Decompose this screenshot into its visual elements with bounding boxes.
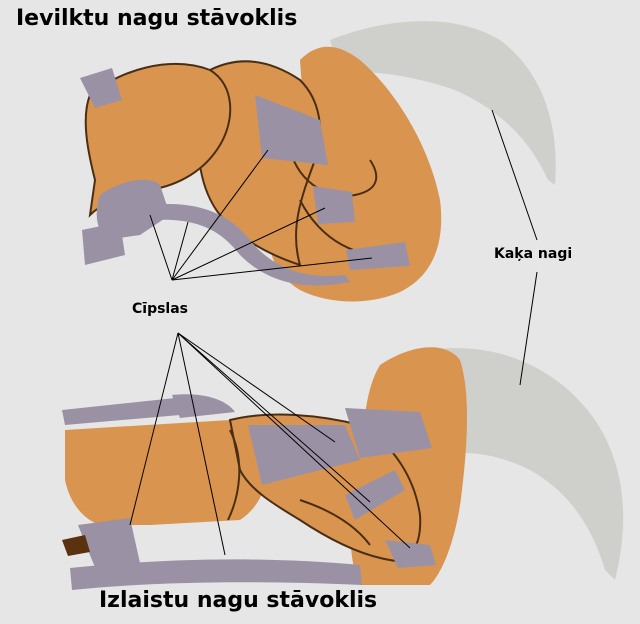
- retracted-paw: [80, 21, 556, 302]
- joint-outline-extended-2: [299, 499, 371, 546]
- tendon-patch-ext-2: [345, 408, 432, 458]
- claw-retracted: [330, 21, 556, 186]
- tendon-patch-2: [313, 186, 355, 224]
- tendon-patch-4: [80, 68, 122, 108]
- tendon-lower: [150, 204, 350, 286]
- tendon-top-extended-2: [172, 394, 235, 418]
- tendon-top-extended: [62, 398, 180, 425]
- claw-extended: [430, 348, 624, 580]
- tendon-patch-1: [255, 95, 328, 165]
- joint-outline-extended: [227, 429, 241, 521]
- claw-pointer-lines: [491, 109, 538, 386]
- dark-stub: [62, 535, 90, 556]
- title-extended: Izlaistu nagu stāvoklis: [99, 588, 378, 613]
- tendon-patch-ext-3: [345, 470, 405, 520]
- extended-paw: [62, 332, 624, 590]
- joint-outline: [289, 149, 378, 197]
- label-claws: Kaķa nagi: [494, 246, 573, 262]
- tendon-bottom-extended: [70, 559, 362, 590]
- tendon-stub: [82, 222, 125, 265]
- tendon-patch-3: [346, 242, 410, 270]
- toe-bone-proximal: [84, 63, 232, 218]
- toe-bone-base-extended: [65, 420, 269, 525]
- tendon-patch-ext-4: [385, 540, 436, 568]
- tendon-pointer-lines-bottom: [129, 332, 411, 556]
- title-retracted: Ievilktu nagu stāvoklis: [16, 6, 298, 31]
- label-tendons: Cīpslas: [132, 301, 189, 317]
- tendon-pointer-lines-top: [149, 149, 373, 281]
- tendon-patch-ext-5: [78, 518, 142, 575]
